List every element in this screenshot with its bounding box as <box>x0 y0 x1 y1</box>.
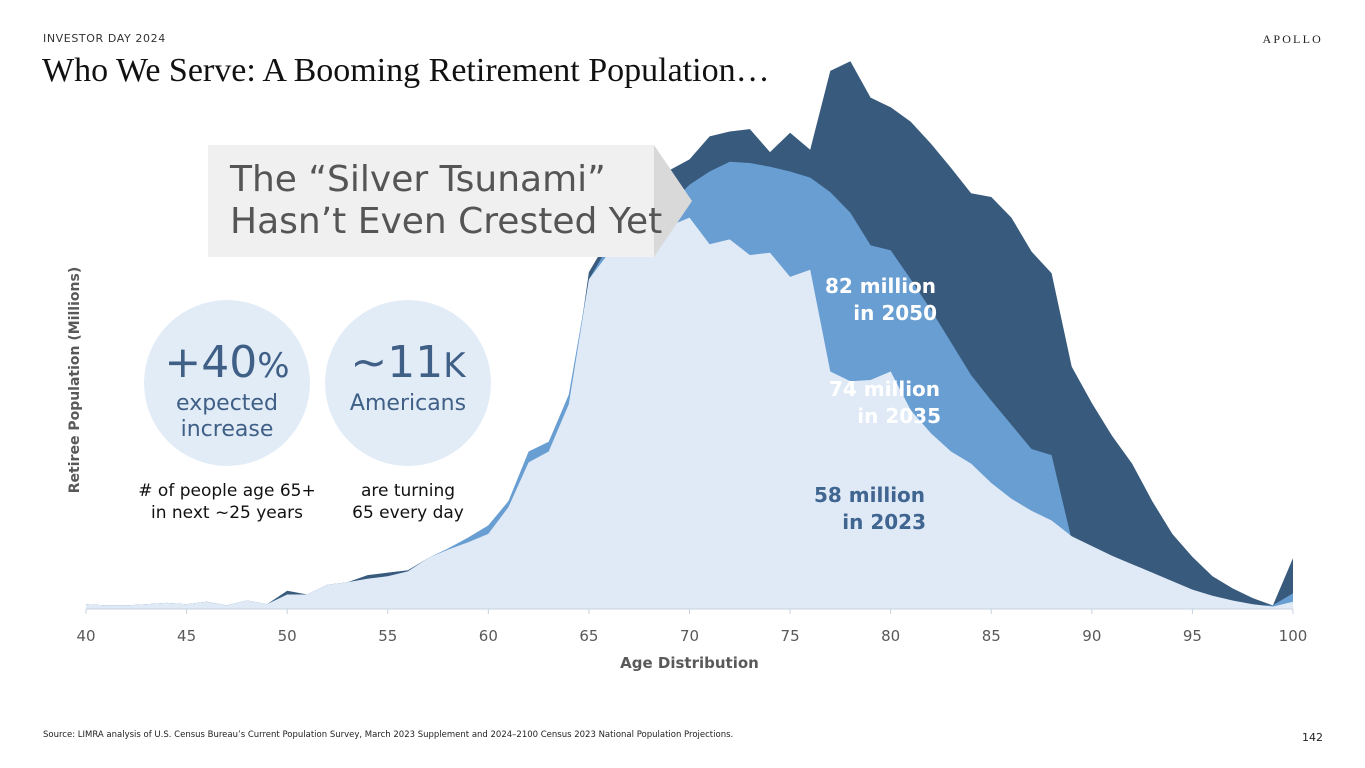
stat-value: ~11 <box>350 337 444 388</box>
stat-caption-americans: are turning 65 every day <box>318 480 498 524</box>
caption-line-2: in next ~25 years <box>150 503 304 523</box>
eyebrow-label: INVESTOR DAY 2024 <box>43 32 166 45</box>
series-label-2035-line-2: in 2035 <box>857 404 941 428</box>
source-footnote: Source: LIMRA analysis of U.S. Census Bu… <box>43 730 734 740</box>
x-axis-label: Age Distribution <box>620 654 759 672</box>
x-tick-label: 55 <box>378 627 397 645</box>
series-label-2050-line-1: 82 million <box>825 274 936 298</box>
x-tick-label: 40 <box>76 627 95 645</box>
silver-tsunami-callout: The “Silver Tsunami” Hasn’t Even Crested… <box>208 145 692 257</box>
x-tick-label: 75 <box>781 627 800 645</box>
callout-arrow-shape <box>208 145 692 257</box>
stat-label-line-1: expected <box>176 391 278 416</box>
x-tick-label: 95 <box>1183 627 1202 645</box>
page-number: 142 <box>1302 731 1323 744</box>
x-tick-label: 70 <box>680 627 699 645</box>
x-tick-label: 60 <box>479 627 498 645</box>
series-label-2023-line-1: 58 million <box>814 483 925 507</box>
stat-bubble-increase: +40% expected increase <box>144 300 310 466</box>
caption-line-1: # of people age 65+ <box>138 481 316 501</box>
caption-line-2: 65 every day <box>352 503 464 523</box>
page-title: Who We Serve: A Booming Retirement Popul… <box>42 52 770 89</box>
area-series-2023 <box>86 217 1293 609</box>
x-tick-label: 50 <box>278 627 297 645</box>
stat-caption-increase: # of people age 65+ in next ~25 years <box>132 480 322 524</box>
x-tick-label: 90 <box>1082 627 1101 645</box>
stat-unit: % <box>257 346 290 386</box>
x-tick-label: 45 <box>177 627 196 645</box>
stat-bubble-americans: ~11K Americans <box>325 300 491 466</box>
stat-value: +40 <box>164 337 258 388</box>
stat-label-line-2: increase <box>180 417 274 442</box>
callout-line-1: The “Silver Tsunami” <box>230 159 606 200</box>
caption-line-1: are turning <box>360 481 456 501</box>
stat-label-line-1: Americans <box>349 391 467 416</box>
series-label-2023-line-2: in 2023 <box>842 510 926 534</box>
y-axis-label: Retiree Population (Millions) <box>67 267 83 493</box>
x-tick-label: 80 <box>881 627 900 645</box>
stat-unit: K <box>443 346 466 386</box>
x-tick-label: 100 <box>1279 627 1308 645</box>
series-label-2035-line-1: 74 million <box>829 377 940 401</box>
retiree-population-area-chart: 40 45 50 55 60 65 70 75 80 85 90 95 100 Age Distribut… <box>67 61 1308 672</box>
x-tick-label: 65 <box>579 627 598 645</box>
x-tick-label: 85 <box>982 627 1001 645</box>
callout-line-2: Hasn’t Even Crested Yet <box>230 201 663 242</box>
series-label-2050-line-2: in 2050 <box>853 301 937 325</box>
apollo-logo: APOLLO <box>1262 32 1323 46</box>
